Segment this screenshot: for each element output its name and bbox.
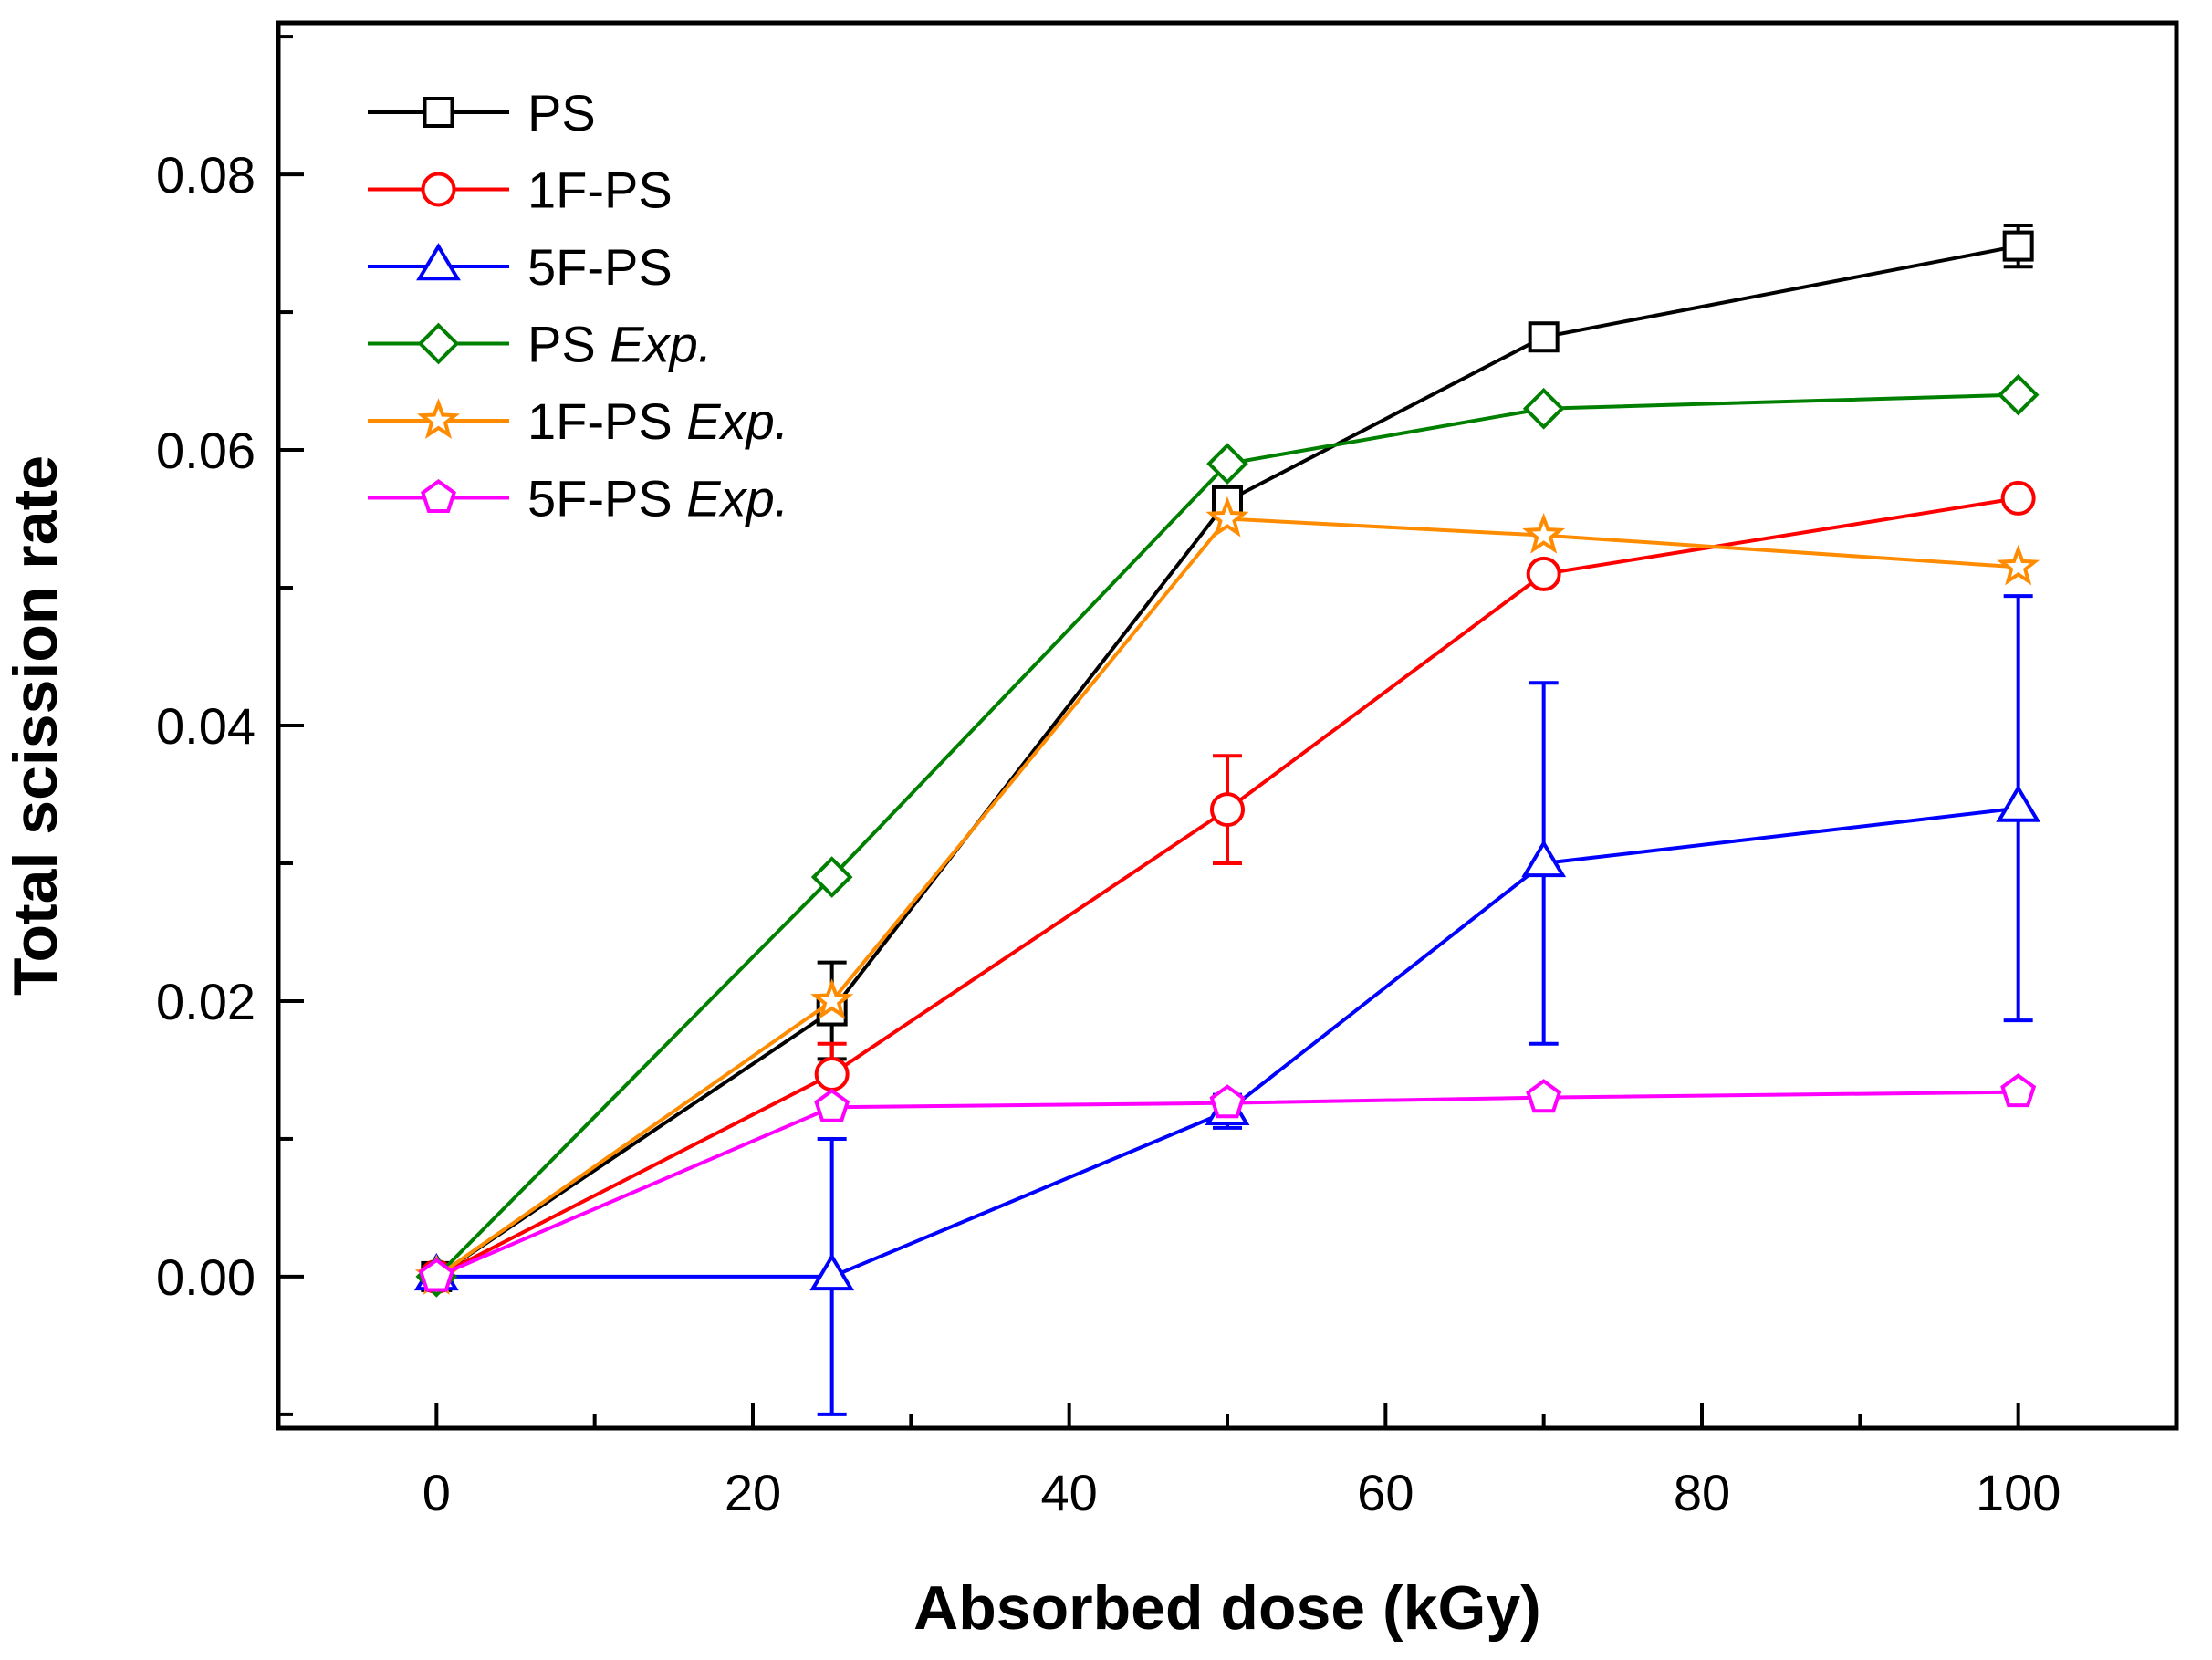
legend-marker	[421, 172, 456, 207]
data-point	[810, 978, 854, 1019]
x-tick-label: 60	[1357, 1464, 1414, 1521]
legend-label-main: PS	[527, 316, 610, 373]
series-5f-ps	[413, 594, 2041, 1416]
data-point	[2002, 230, 2034, 262]
legend-entry: 5F-PS	[368, 238, 673, 296]
x-tick-label: 40	[1041, 1464, 1098, 1521]
legend-label-suffix: Exp.	[686, 470, 788, 527]
plot-frame	[276, 20, 2179, 1431]
x-tick-label: 20	[725, 1464, 781, 1521]
legend-label: 5F-PS Exp.	[527, 470, 788, 527]
series-line	[435, 496, 2019, 1279]
legend-marker	[417, 398, 460, 439]
data-point	[1526, 1079, 1562, 1113]
data-point	[809, 1253, 855, 1291]
series-group	[413, 223, 2041, 1416]
series-line	[435, 517, 2019, 1279]
data-point	[1206, 443, 1248, 485]
y-tick-label: 0.00	[156, 1248, 256, 1306]
x-tick-label: 100	[1976, 1464, 2061, 1521]
data-point	[1528, 321, 1560, 353]
legend-label-main: PS	[527, 84, 596, 141]
legend-entry: PS Exp.	[368, 316, 712, 373]
series-line	[436, 806, 2019, 1279]
series-1f-ps-exp	[414, 496, 2040, 1295]
legend-label: PS Exp.	[527, 316, 712, 373]
data-point	[2000, 480, 2036, 516]
data-point	[814, 1088, 850, 1122]
legend-entry: 1F-PS Exp.	[368, 392, 788, 450]
legend-label: 5F-PS	[527, 238, 673, 296]
legend-label: PS	[527, 84, 596, 141]
legend-entry: 5F-PS Exp.	[368, 470, 788, 527]
legend-label: 1F-PS Exp.	[527, 392, 788, 450]
legend-label-main: 5F-PS	[527, 238, 673, 296]
legend-label: 1F-PS	[527, 162, 673, 219]
data-point	[2000, 1073, 2037, 1108]
data-point	[1997, 544, 2040, 586]
x-tick-label: 80	[1674, 1464, 1730, 1521]
legend-entry: PS	[368, 84, 596, 141]
legend-label-main: 1F-PS	[527, 392, 686, 450]
series-1f-ps	[419, 480, 2036, 1294]
data-point	[1997, 373, 2040, 416]
y-tick-label: 0.08	[156, 146, 256, 204]
data-point	[1209, 1084, 1246, 1119]
legend-marker	[416, 243, 461, 281]
data-point	[1210, 792, 1245, 828]
data-point	[1526, 556, 1561, 591]
axes-group: 0 20 40 60 80 100 0.00 0.02 0.04 0.06 0.08	[156, 20, 2179, 1521]
legend-label-main: 5F-PS	[527, 470, 686, 527]
y-tick-label: 0.02	[156, 973, 256, 1030]
x-axis-title: Absorbed dose (kGy)	[913, 1573, 1541, 1643]
y-tick-label: 0.04	[156, 697, 256, 755]
legend-marker	[423, 97, 454, 128]
legend-marker	[417, 322, 460, 365]
data-point	[418, 1258, 454, 1292]
legend-marker	[421, 479, 456, 514]
legend-label-suffix: Exp.	[610, 316, 712, 373]
data-point	[810, 856, 853, 898]
x-tick-label: 0	[423, 1464, 451, 1521]
data-point	[814, 1056, 850, 1091]
data-point	[1522, 512, 1566, 554]
y-tick-label: 0.06	[156, 422, 256, 479]
data-point	[1521, 840, 1567, 878]
legend-label-suffix: Exp.	[686, 392, 788, 450]
data-point	[1522, 387, 1565, 430]
data-point	[1205, 496, 1249, 538]
y-axis-title: Total scission rate	[1, 455, 70, 996]
legend-label-main: 1F-PS	[527, 162, 673, 219]
series-5f-ps-exp	[418, 1073, 2037, 1292]
legend-entry: 1F-PS	[368, 162, 673, 219]
data-point	[1996, 784, 2041, 822]
